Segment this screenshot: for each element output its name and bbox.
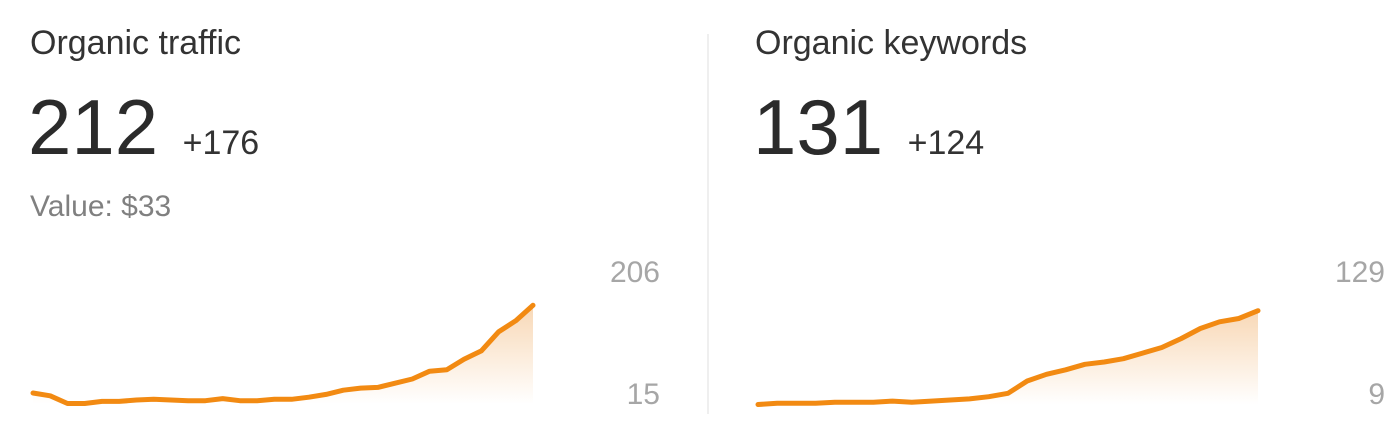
panel-divider <box>707 34 709 414</box>
organic-traffic-delta: +176 <box>182 124 260 162</box>
chart-series-line <box>755 308 1261 407</box>
chart-series-line <box>30 302 536 406</box>
y-tick-label-max: 206 <box>610 256 660 289</box>
organic-keywords-title: Organic keywords <box>755 24 1028 62</box>
organic-traffic-panel: Organic traffic 212 +176 Value: $33 206 1… <box>28 24 660 411</box>
y-tick-label-min: 15 <box>627 378 660 411</box>
y-tick-label-min: 9 <box>1368 378 1385 411</box>
organic-keywords-metric-row: 131 +124 <box>753 88 984 166</box>
organic-traffic-metric-row: 212 +176 <box>28 88 259 166</box>
organic-keywords-chart: 129 9 <box>755 256 1385 411</box>
organic-traffic-chart: 206 15 <box>30 256 660 411</box>
organic-keywords-panel: Organic keywords 131 +124 129 9 <box>725 0 1400 448</box>
organic-traffic-value-note: Value: $33 <box>30 190 172 223</box>
y-tick-label-max: 129 <box>1335 256 1385 289</box>
organic-keywords-value: 131 <box>753 83 884 171</box>
chart-area-fill <box>758 310 1258 405</box>
organic-traffic-title: Organic traffic <box>30 24 242 62</box>
organic-keywords-delta: +124 <box>907 124 985 162</box>
chart-area-fill <box>33 305 533 404</box>
organic-traffic-value: 212 <box>28 83 159 171</box>
